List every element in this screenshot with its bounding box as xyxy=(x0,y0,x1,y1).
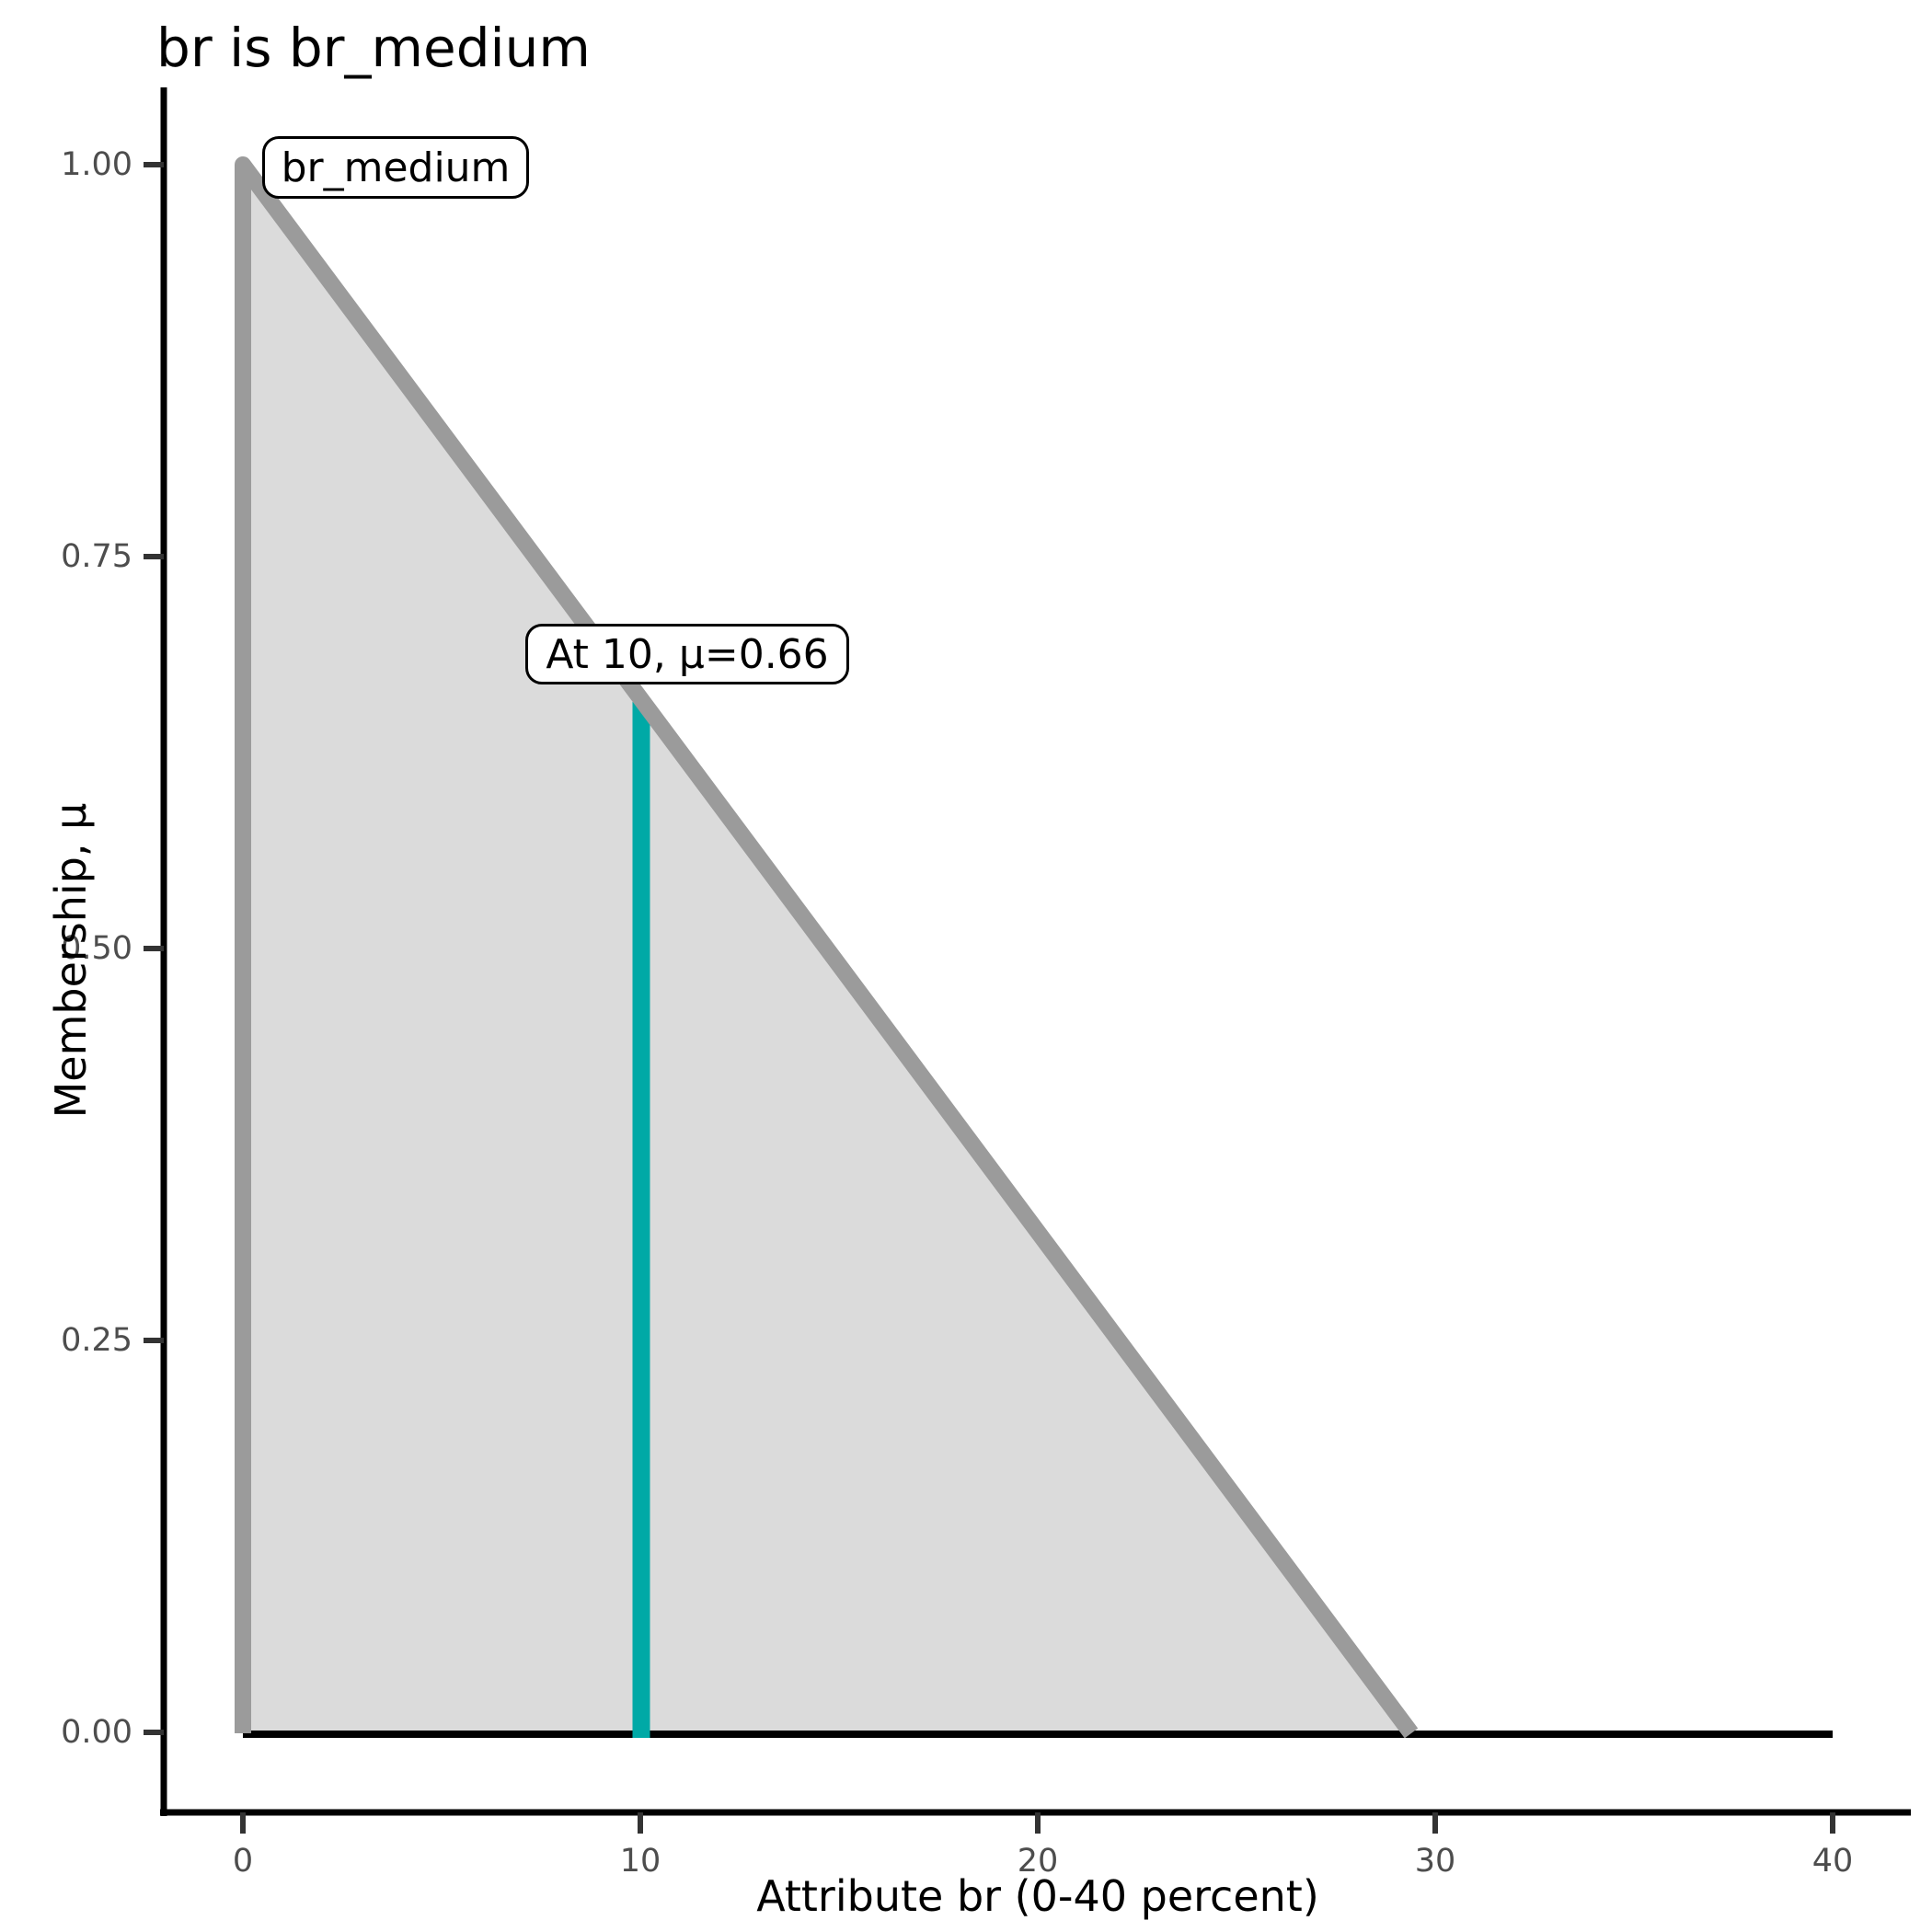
set-label-text: br_medium xyxy=(281,144,511,191)
x-tick-label-30: 30 xyxy=(1414,1843,1456,1880)
x-tick-label-10: 10 xyxy=(619,1843,661,1880)
set-label-box: br_medium xyxy=(262,136,529,199)
x-tick-label-0: 0 xyxy=(232,1843,254,1880)
x-tick-label-40: 40 xyxy=(1811,1843,1854,1880)
marker-label-box: At 10, μ=0.66 xyxy=(525,624,849,684)
y-tick-label-0.25: 0.25 xyxy=(61,1322,132,1359)
y-tick-marks xyxy=(144,162,164,1735)
y-tick-label-0.75: 0.75 xyxy=(61,538,132,575)
y-tick-label-0.00: 0.00 xyxy=(61,1714,132,1751)
y-tick-label-0.50: 0.50 xyxy=(61,930,132,967)
y-axis-title: Membership, μ xyxy=(46,802,96,1119)
x-tick-label-20: 20 xyxy=(1017,1843,1059,1880)
y-tick-label-1.00: 1.00 xyxy=(61,146,132,183)
marker-label-text: At 10, μ=0.66 xyxy=(546,630,829,678)
chart-title: br is br_medium xyxy=(156,17,591,79)
membership-line xyxy=(235,156,1419,1739)
x-tick-marks xyxy=(240,1812,1835,1834)
x-axis-title: Attribute br (0-40 percent) xyxy=(756,1871,1319,1921)
